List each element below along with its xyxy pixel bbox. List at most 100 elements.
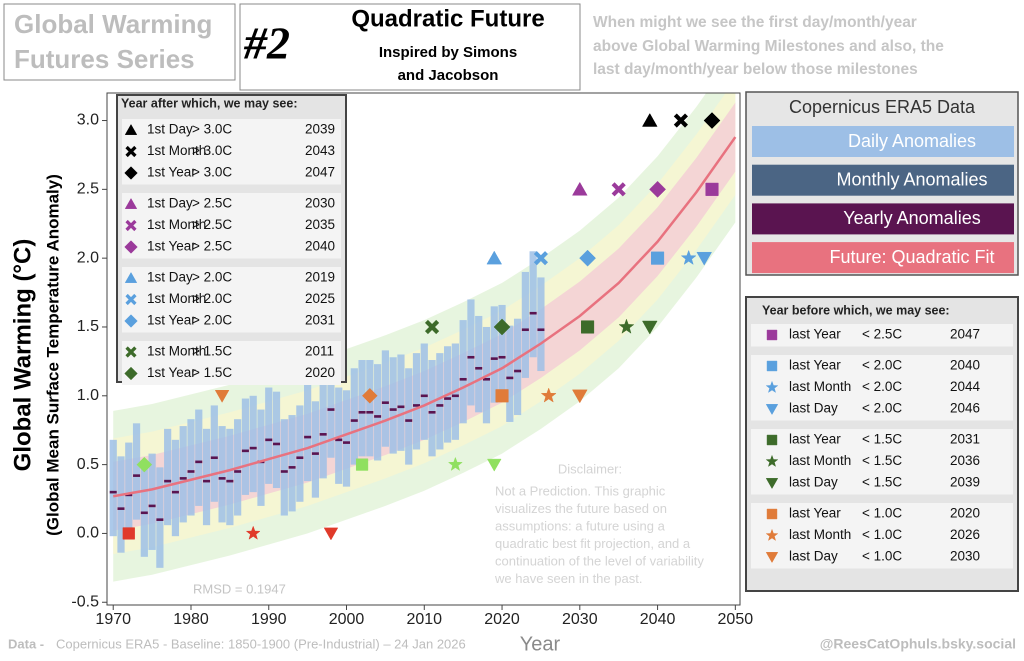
table-group [122,267,341,333]
milestone-marker [355,458,369,471]
milestone-marker [362,387,378,404]
y-tick-label: 3.0 [77,112,99,129]
disclaimer-line: we have seen in the past. [494,571,642,586]
legend-icon [766,434,778,446]
milestone-marker [703,112,721,129]
row-threshold: > 2.5C [192,196,232,211]
row-threshold: > 2.0C [192,313,232,328]
daily-range [459,320,467,424]
row-threshold: > 1.5C [192,365,232,380]
daily-range [475,315,483,413]
row-year: 2020 [950,506,980,521]
legend-icon [765,454,779,467]
row-year: 2035 [305,217,335,232]
note: above Global Warming Milestones and also… [593,38,944,55]
daily-range [210,405,218,502]
chart-subtitle: and Jacobson [398,67,499,84]
row-year: 2039 [950,475,980,490]
row-year: 2044 [950,379,981,394]
chart-subtitle: Inspired by Simons [379,44,517,61]
daily-range [241,398,250,495]
table-group [751,503,1013,569]
milestone-marker [680,249,697,265]
daily-range [374,364,382,461]
y-tick-label: 2.0 [77,249,99,266]
milestone-marker [581,320,595,334]
legend-swatch [752,203,1014,235]
note: last day/month/year below those mileston… [593,61,918,78]
daily-range [272,391,281,489]
row-threshold: > 3.0C [192,143,232,158]
daily-range [420,343,428,440]
milestone-marker [424,319,440,335]
milestone-marker [572,389,588,404]
milestone-marker [579,249,596,267]
daily-range [132,423,141,520]
milestone-marker [649,180,666,198]
row-label: 1st Year [147,365,196,380]
series-title: Futures Series [14,44,195,74]
daily-range [249,395,257,493]
row-threshold: < 1.0C [862,527,902,542]
milestone-marker [533,251,549,266]
row-threshold: < 1.5C [862,475,902,490]
row-threshold: > 3.0C [192,122,232,137]
table-group [122,341,341,385]
daily-range [171,439,180,537]
row-label: 1st Month [147,217,206,232]
daily-range [265,387,273,484]
daily-range [125,442,133,539]
row-year: 2036 [950,453,980,468]
milestone-marker [122,527,135,540]
milestone-marker [611,182,626,197]
row-year: 2025 [305,291,335,306]
row-label: last Month [789,379,851,394]
milestone-marker [618,318,635,334]
row-threshold: > 1.5C [192,344,232,359]
daily-range [164,428,172,526]
daily-range [389,357,397,454]
daily-range [529,251,537,358]
row-threshold: < 1.0C [862,549,902,564]
daily-range [381,350,389,447]
row-threshold: < 2.5C [862,327,902,342]
row-threshold: < 2.0C [862,379,902,394]
milestone-marker [136,456,153,473]
legend-label: Daily Anomalies [848,131,976,151]
row-year: 2011 [305,344,334,359]
x-tick-label: 2050 [718,611,754,628]
source: Copernicus ERA5 - Baseline: 1850-1900 (P… [56,636,466,651]
legend-icon [765,380,779,393]
legend-icon [124,197,138,209]
x-tick-label: 2040 [640,611,676,628]
daily-range [187,419,195,516]
daily-range [109,439,117,537]
legend-icon [765,404,779,416]
row-threshold: < 1.5C [862,453,902,468]
y-tick-label: 1.0 [77,387,99,404]
row-label: last Year [789,358,841,373]
legend-label: Monthly Anomalies [836,169,987,189]
table-group [122,193,341,259]
daily-range [537,277,545,372]
row-label: 1st Month [147,143,206,158]
daily-range [195,409,203,506]
row-label: last Month [789,527,851,542]
source-label: Data - [8,636,44,651]
daily-range [358,360,366,457]
x-tick-label: 2030 [562,611,598,628]
row-year: 2030 [305,196,335,211]
daily-range [319,382,327,479]
daily-range [513,318,522,416]
daily-range [156,467,164,568]
x-tick-label: 1980 [173,611,209,628]
disclaimer-line: visualizes the future based on [495,501,667,516]
daily-range [280,419,288,516]
daily-range [506,325,514,422]
milestone-marker [495,389,509,403]
daily-range [498,304,506,402]
daily-range [327,354,335,458]
overlay: 1970 1980 1990 2000 2010 2020 2030 2040 2050 -0.5… [71,91,1019,628]
row-threshold: > 2.5C [192,239,232,254]
